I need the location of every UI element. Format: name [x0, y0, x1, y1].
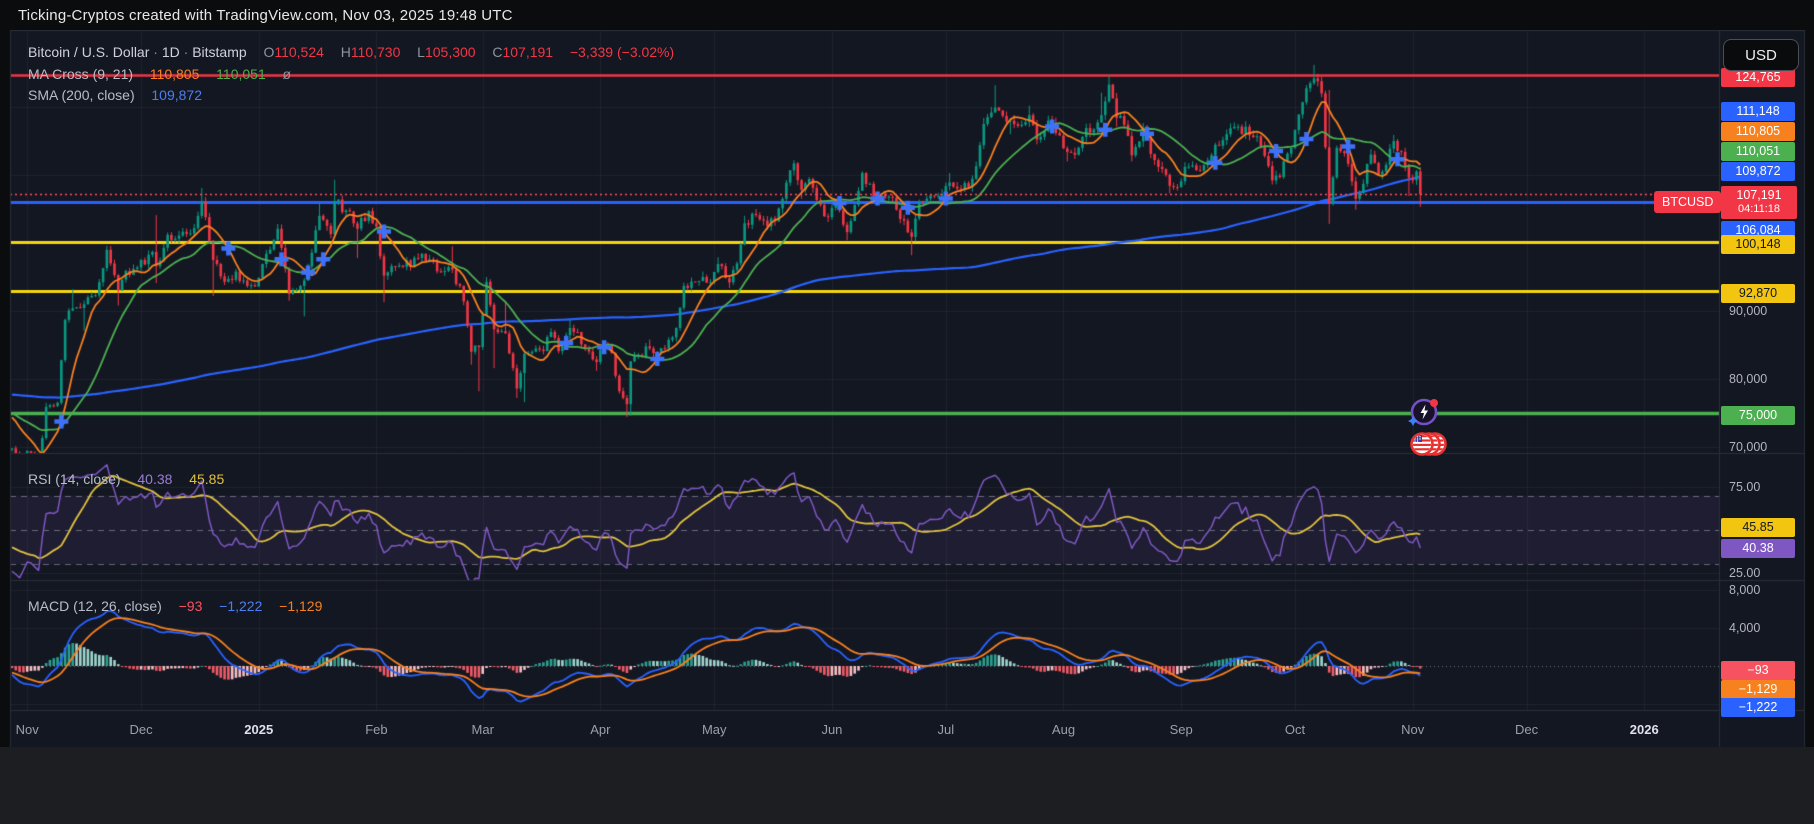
macd-signal-value: −1,129 [279, 598, 323, 614]
time-axis-label: Oct [1284, 722, 1306, 737]
time-axis-label: Aug [1051, 722, 1076, 737]
symbol-legend[interactable]: Bitcoin / U.S. Dollar · 1D · Bitstamp O1… [28, 44, 674, 60]
ma-slow-value: 110,051 [216, 66, 266, 82]
sma-title: SMA (200, close) [28, 87, 135, 103]
price-level-label: 92,870 [1721, 283, 1795, 303]
ma-cross-title: MA Cross (9, 21) [28, 66, 134, 82]
time-axis-label: 2025 [244, 722, 274, 737]
price-level-label: 124,765 [1721, 67, 1795, 87]
price-level-label: 100,148 [1721, 234, 1795, 254]
axis-tick-label: 90,000 [1729, 304, 1768, 318]
axis-tick-label: 8,000 [1729, 583, 1761, 597]
attribution-text: Ticking-Cryptos created with TradingView… [18, 7, 513, 24]
price-level-label: −1,222 [1721, 697, 1795, 717]
rsi-value: 40.38 [137, 471, 173, 487]
countdown-timer: 04:11:18 [1737, 202, 1780, 215]
time-axis-label: Nov [15, 722, 39, 737]
symbol-price-tag: BTCUSD [1654, 191, 1722, 213]
time-axis-label: Dec [129, 722, 153, 737]
price-level-label: 45.85 [1721, 517, 1795, 537]
macd-title: MACD (12, 26, close) [28, 598, 162, 614]
attribution-bar: Ticking-Cryptos created with TradingView… [0, 0, 1814, 30]
time-axis-label: Mar [471, 722, 494, 737]
currency-toggle-button[interactable]: USD [1723, 39, 1799, 71]
time-axis-label: Jun [821, 722, 843, 737]
symbol-title: Bitcoin / U.S. Dollar · 1D · Bitstamp [28, 44, 247, 60]
time-axis-label: May [701, 722, 727, 737]
price-level-label: 40.38 [1721, 538, 1795, 558]
lightning-badge-icon[interactable] [1406, 396, 1440, 435]
ohlc-values: O110,524 H110,730 L105,300 C107,191 −3,3… [263, 44, 675, 60]
price-level-label: −93 [1721, 660, 1795, 680]
macd-line-value: −1,222 [219, 598, 263, 614]
time-axis-label: 2026 [1629, 722, 1659, 737]
rsi-legend[interactable]: RSI (14, close) 40.38 45.85 [28, 471, 224, 487]
time-axis-label: Apr [590, 722, 611, 737]
time-axis-label: Dec [1515, 722, 1539, 737]
time-axis-label: Feb [365, 722, 388, 737]
price-level-label: 75,000 [1721, 405, 1795, 425]
sma-value: 109,872 [151, 87, 202, 103]
rsi-title: RSI (14, close) [28, 471, 121, 487]
change-value: −3,339 (−3.02%) [569, 44, 675, 60]
price-level-label: 111,148 [1721, 101, 1795, 121]
axis-tick-label: 25.00 [1729, 566, 1761, 580]
time-axis-label: Sep [1169, 722, 1193, 737]
macd-legend[interactable]: MACD (12, 26, close) −93 −1,222 −1,129 [28, 598, 322, 614]
price-level-label: −1,129 [1721, 679, 1795, 699]
ma-fast-value: 110,805 [149, 66, 200, 82]
footer-bar: TradingView [0, 747, 1814, 824]
ma-cross-extra-icon[interactable]: ø [282, 66, 292, 82]
price-level-label: 110,805 [1721, 121, 1795, 141]
rsi-ma-value: 45.85 [189, 471, 225, 487]
axis-tick-label: 70,000 [1729, 440, 1768, 454]
current-price-label: 107,191 04:11:18 [1721, 185, 1797, 219]
axis-tick-label: 80,000 [1729, 372, 1768, 386]
price-level-label: 109,872 [1721, 161, 1795, 181]
price-level-label: 110,051 [1721, 141, 1795, 161]
macd-hist-value: −93 [178, 598, 203, 614]
axis-tick-label: 75.00 [1729, 480, 1761, 494]
sma-legend[interactable]: SMA (200, close) 109,872 [28, 87, 202, 103]
flag-stack-badge-icon[interactable] [1408, 429, 1448, 464]
time-axis-label: Nov [1401, 722, 1425, 737]
axis-tick-label: 4,000 [1729, 621, 1761, 635]
time-axis-label: Jul [937, 722, 955, 737]
ma-cross-legend[interactable]: MA Cross (9, 21) 110,805 110,051 ø [28, 66, 291, 82]
